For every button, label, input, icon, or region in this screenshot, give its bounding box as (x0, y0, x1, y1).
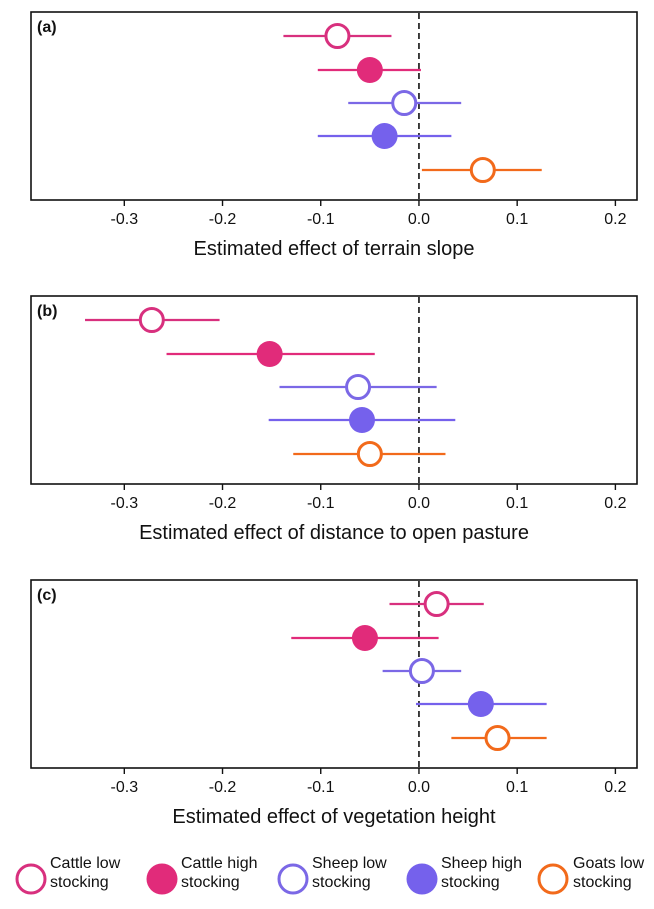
point-cattle-low-stocking-0 (324, 23, 351, 49)
point-sheep-low-stocking-0 (391, 90, 418, 116)
point-sheep-low-stocking-1 (345, 374, 372, 400)
x-tick-label-1-3: 0.0 (408, 495, 430, 512)
point-cattle-low-stocking-1 (138, 307, 165, 333)
plot-frame-2 (30, 579, 638, 769)
x-tick-label-0-5: 0.2 (604, 211, 626, 228)
legend-marker-cattle-low-stocking (15, 863, 47, 895)
point-cattle-high-stocking-2 (351, 625, 378, 651)
plot-frame-0 (30, 11, 638, 201)
point-goats-low-stocking-1 (356, 441, 383, 467)
x-axis-label-2: Estimated effect of vegetation height (172, 806, 496, 828)
panel-label-0: (a) (37, 19, 57, 36)
x-axis-label-0: Estimated effect of terrain slope (194, 238, 475, 260)
x-tick-label-2-0: -0.3 (111, 779, 139, 796)
x-tick-label-0-1: -0.2 (209, 211, 237, 228)
x-tick-label-1-5: 0.2 (604, 495, 626, 512)
legend-label-goats-low: Goats low stocking (573, 855, 645, 891)
x-tick-label-2-4: 0.1 (506, 779, 528, 796)
point-cattle-low-stocking-2 (423, 591, 450, 617)
point-sheep-high-stocking-0 (371, 123, 398, 149)
point-cattle-high-stocking-0 (356, 57, 383, 83)
x-tick-label-2-1: -0.2 (209, 779, 237, 796)
x-tick-label-1-4: 0.1 (506, 495, 528, 512)
x-tick-label-1-0: -0.3 (111, 495, 139, 512)
legend-marker-sheep-low-stocking (277, 863, 309, 895)
x-tick-label-0-4: 0.1 (506, 211, 528, 228)
point-goats-low-stocking-0 (469, 157, 496, 183)
x-tick-label-2-3: 0.0 (408, 779, 430, 796)
legend-marker-sheep-high-stocking (406, 863, 438, 895)
point-sheep-high-stocking-2 (467, 691, 494, 717)
point-sheep-high-stocking-1 (348, 407, 375, 433)
x-tick-label-2-5: 0.2 (604, 779, 626, 796)
legend-label-sheep-low: Sheep low stocking (312, 855, 387, 891)
plot-frame-1 (30, 295, 638, 485)
legend-marker-cattle-high-stocking (146, 863, 178, 895)
x-axis-label-1: Estimated effect of distance to open pas… (139, 522, 529, 544)
panel-label-1: (b) (37, 303, 57, 320)
x-tick-label-0-2: -0.1 (307, 211, 335, 228)
x-tick-label-0-3: 0.0 (408, 211, 430, 228)
legend-label-cattle-low: Cattle low stocking (50, 855, 121, 891)
legend-label-cattle-high: Cattle high stocking (181, 855, 258, 891)
legend-marker-goats-low-stocking (537, 863, 569, 895)
x-tick-label-1-1: -0.2 (209, 495, 237, 512)
x-tick-label-0-0: -0.3 (111, 211, 139, 228)
x-tick-label-2-2: -0.1 (307, 779, 335, 796)
legend-label-sheep-high: Sheep high stocking (441, 855, 522, 891)
panel-label-2: (c) (37, 587, 57, 604)
point-cattle-high-stocking-1 (256, 341, 283, 367)
x-tick-label-1-2: -0.1 (307, 495, 335, 512)
point-sheep-low-stocking-2 (408, 658, 435, 684)
point-goats-low-stocking-2 (484, 725, 511, 751)
